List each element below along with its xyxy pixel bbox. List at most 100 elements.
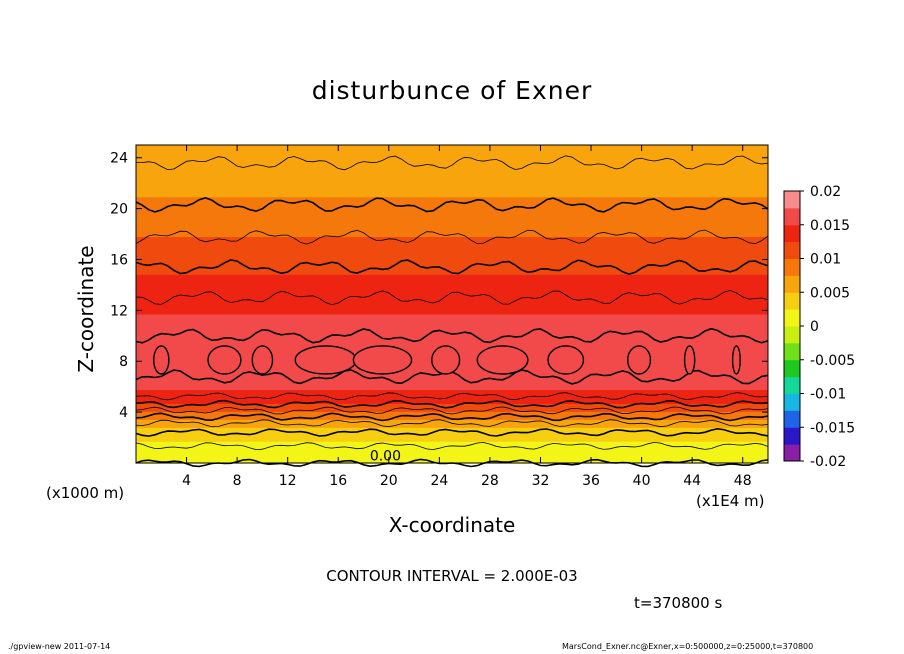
contour-line [135,290,769,306]
contour-line [135,412,769,422]
color-band [136,148,768,152]
color-band [136,288,768,291]
color-band [136,172,768,176]
x-axis-unit-right: (x1E4 m) [696,492,765,510]
color-band [136,305,768,309]
color-band [136,260,768,263]
x-tick-label: 4 [182,473,191,489]
color-band [136,190,768,194]
colorbar-segment [784,309,800,327]
color-band [136,327,768,331]
maximum-region [294,345,357,375]
color-band [136,451,768,454]
color-band [136,290,768,293]
colorbar-segment [784,191,800,209]
color-band [136,226,768,230]
color-band [136,427,768,430]
colorbar-segment [784,207,800,226]
color-band [136,441,768,444]
contour-line [135,155,769,171]
color-band [136,331,768,335]
contour-line [135,427,769,437]
color-band [136,196,768,200]
color-band [136,214,768,218]
x-tick-label: 40 [633,473,651,489]
x-tick-label: 32 [532,473,550,489]
contour-line [135,399,769,409]
colorbar-segment [784,410,800,428]
maximum-region [431,345,461,375]
color-band [136,176,768,180]
x-tick-label: 16 [329,473,347,489]
color-band [136,262,768,265]
colorbar-tick-label: 0.02 [810,184,841,200]
color-band [136,425,768,428]
color-band [136,242,768,245]
color-band [136,413,768,416]
color-band [136,447,768,450]
color-band [136,248,768,251]
color-band [136,152,768,156]
color-band [136,170,768,174]
chart-title: disturbunce of Exner [311,76,593,105]
color-band [136,236,768,240]
maximum-region [476,345,529,375]
colorbar-tick-label: -0.005 [810,353,855,369]
contour-bands [136,145,768,464]
color-band [136,266,768,269]
color-band [136,206,768,210]
color-band [136,377,768,381]
colorbar: 0.02 0.015 0.01 0.005 0 -0.005 -0.01 -0.015 -0.0… [783,184,855,470]
color-band [136,274,768,277]
x-tick-label: 12 [279,473,297,489]
colorbar-segment [784,427,800,445]
colorbar-tick-label: -0.01 [810,387,846,403]
color-band [136,298,768,301]
color-band [136,194,768,198]
color-band [136,244,768,247]
color-band [136,202,768,206]
color-band [136,154,768,158]
y-tick-label: 8 [119,354,128,370]
color-band [136,156,768,160]
y-tick-label: 20 [110,202,128,218]
color-band [136,234,768,238]
color-band [136,313,768,317]
color-band [136,232,768,236]
color-band [136,403,768,406]
colorbar-tick-label: -0.015 [810,420,855,436]
color-band [136,415,768,418]
color-band [136,393,768,397]
color-band [136,240,768,243]
color-band [136,182,768,186]
color-band [136,457,768,460]
color-band [136,162,768,166]
color-band [136,399,768,402]
y-tick-label: 12 [110,303,128,319]
color-band [136,280,768,283]
x-tick-label: 20 [380,473,398,489]
color-band [136,387,768,391]
colorbar-segment [784,342,800,361]
color-band [136,150,768,154]
colorbar-tick-label: 0.01 [810,252,841,268]
color-band [136,401,768,404]
color-band [136,459,768,462]
color-band [136,375,768,379]
color-band [136,455,768,458]
color-band [136,453,768,456]
colorbar-segment [784,292,800,310]
color-band [136,379,768,383]
color-band [136,391,768,395]
x-tick-label: 8 [233,473,242,489]
colorbar-segment [784,224,800,243]
color-band [136,341,768,345]
color-band [136,321,768,325]
color-band [136,276,768,279]
x-axis-unit-left: (x1000 m) [46,484,125,502]
color-band [136,329,768,333]
colorbar-tick-label: 0 [810,319,819,335]
color-band [136,449,768,452]
